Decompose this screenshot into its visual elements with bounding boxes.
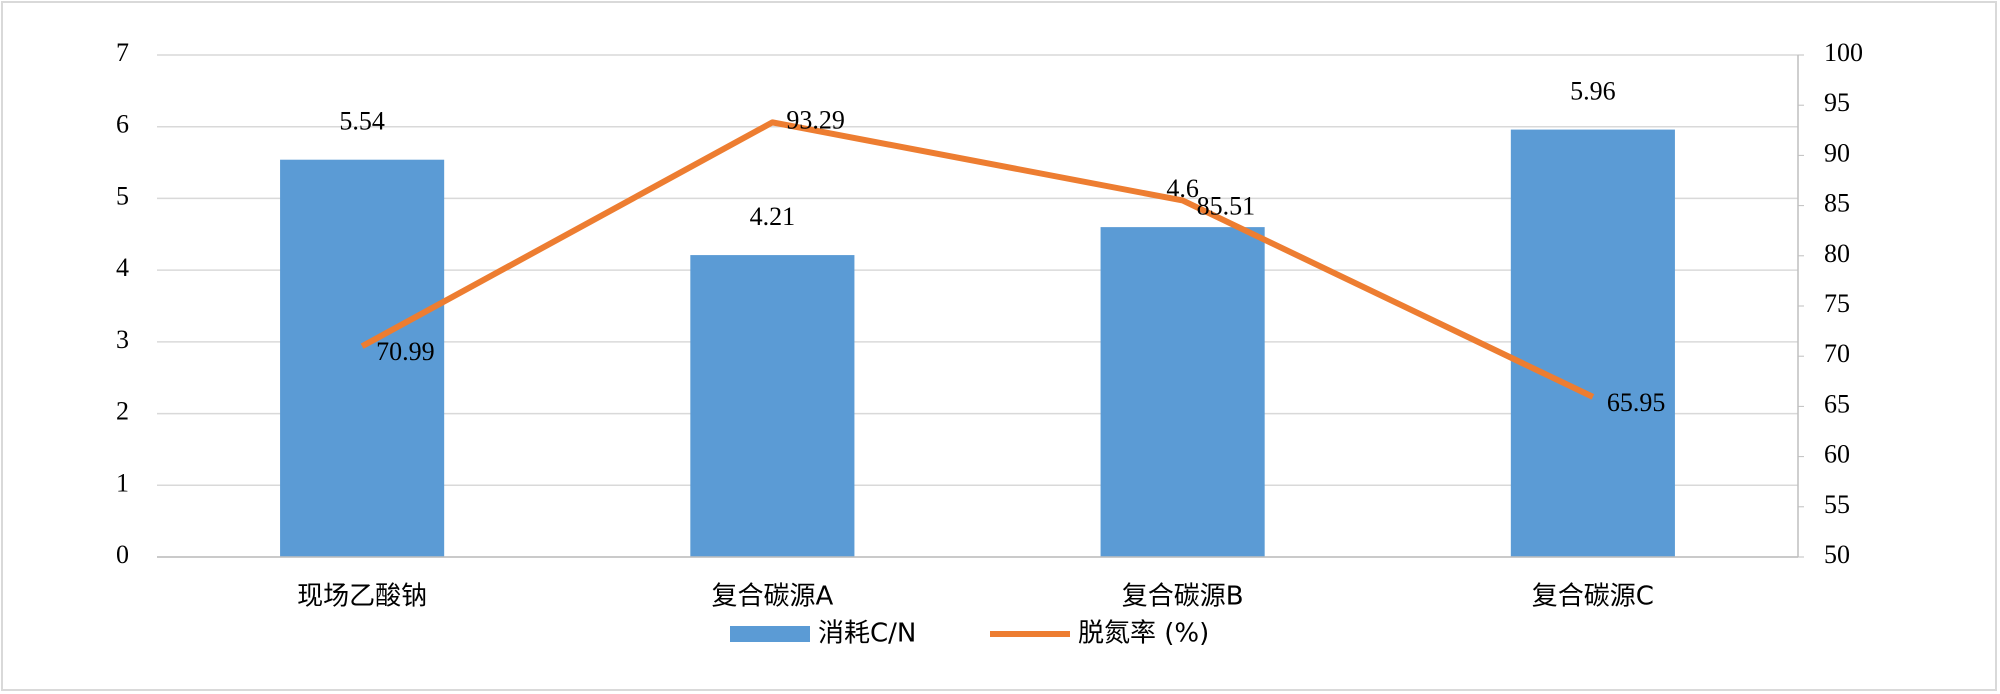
y-tick-label: 3 <box>116 325 129 354</box>
legend-label: 脱氮率 (%) <box>1078 619 1209 649</box>
x-tick-label: 现场乙酸钠 <box>297 582 427 612</box>
y2-tick-label: 75 <box>1824 289 1850 318</box>
y2-tick-label: 60 <box>1824 440 1850 469</box>
y2-tick-label: 65 <box>1824 389 1850 418</box>
y-tick-label: 7 <box>116 38 129 67</box>
y2-tick-label: 90 <box>1824 138 1850 167</box>
legend-swatch <box>730 626 810 642</box>
y2-tick-label: 95 <box>1824 88 1850 117</box>
bar <box>690 255 855 557</box>
bar <box>1100 227 1265 557</box>
y-tick-label: 0 <box>116 540 129 569</box>
line-value-label: 70.99 <box>376 337 435 366</box>
bar <box>1510 129 1675 557</box>
bar-value-label: 4.21 <box>750 202 796 231</box>
line-value-label: 93.29 <box>786 105 845 134</box>
y2-tick-label: 100 <box>1824 38 1863 67</box>
bar-value-label: 5.96 <box>1570 77 1616 106</box>
y-tick-label: 5 <box>116 181 129 210</box>
y-tick-label: 4 <box>116 253 129 282</box>
line <box>360 119 1595 400</box>
y2-tick-label: 85 <box>1824 189 1850 218</box>
y-tick-label: 2 <box>116 397 129 426</box>
x-tick-label: 复合碳源B <box>1122 582 1244 612</box>
line-value-label: 85.51 <box>1197 191 1256 220</box>
y2-tick-label: 50 <box>1824 540 1850 569</box>
y2-tick-label: 55 <box>1824 490 1850 519</box>
legend-label: 消耗C/N <box>818 619 916 649</box>
x-tick-label: 复合碳源A <box>711 582 833 612</box>
y2-tick-label: 70 <box>1824 339 1850 368</box>
y-tick-label: 6 <box>116 110 129 139</box>
bar-value-label: 5.54 <box>339 107 385 136</box>
line-value-label: 65.95 <box>1607 388 1666 417</box>
bar <box>280 159 445 557</box>
y2-tick-label: 80 <box>1824 239 1850 268</box>
x-tick-label: 复合碳源C <box>1532 582 1654 612</box>
y-tick-label: 1 <box>116 468 129 497</box>
